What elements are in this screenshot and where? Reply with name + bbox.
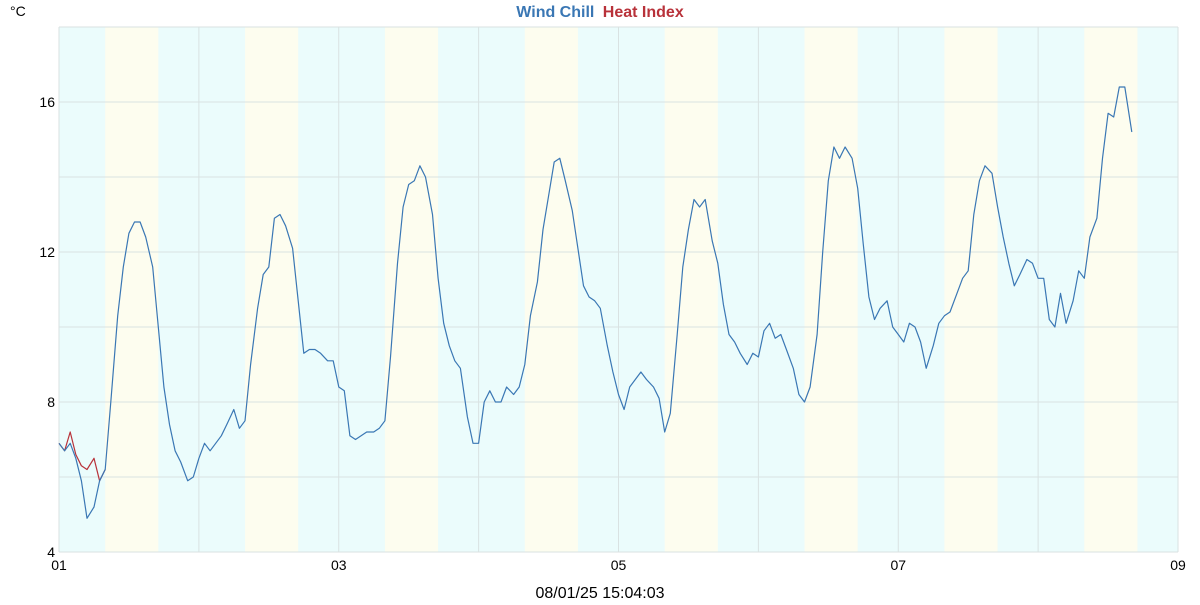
day-band: [524, 27, 578, 552]
day-band: [384, 27, 439, 552]
x-tick-label: 01: [51, 557, 67, 573]
x-tick-label: 07: [890, 557, 906, 573]
day-band: [1084, 27, 1138, 552]
y-tick-label: 4: [47, 544, 55, 560]
day-band: [105, 27, 159, 552]
title-wind-chill: Wind Chill: [516, 4, 594, 21]
axis-labels: 4 8 12 16 01 03 05 07 09: [39, 94, 1186, 573]
grid-lines: [58, 26, 1179, 553]
timestamp-label: 08/01/25 15:04:03: [535, 585, 664, 600]
y-unit-label: °C: [10, 3, 26, 19]
y-tick-label: 16: [39, 94, 55, 110]
day-band: [245, 27, 299, 552]
x-tick-label: 03: [331, 557, 347, 573]
y-tick-label: 8: [47, 394, 55, 410]
x-tick-label: 09: [1170, 557, 1186, 573]
x-tick-label: 05: [611, 557, 627, 573]
wind-chill-line: [58, 86, 1133, 519]
series-lines: [58, 86, 1133, 519]
chart-title: Wind Chill Heat Index: [516, 4, 684, 21]
y-tick-label: 12: [39, 244, 55, 260]
day-band: [944, 27, 998, 552]
title-heat-index: Heat Index: [603, 4, 684, 21]
day-band: [664, 27, 718, 552]
day-band: [804, 27, 858, 552]
heat-index-line: [58, 431, 106, 482]
